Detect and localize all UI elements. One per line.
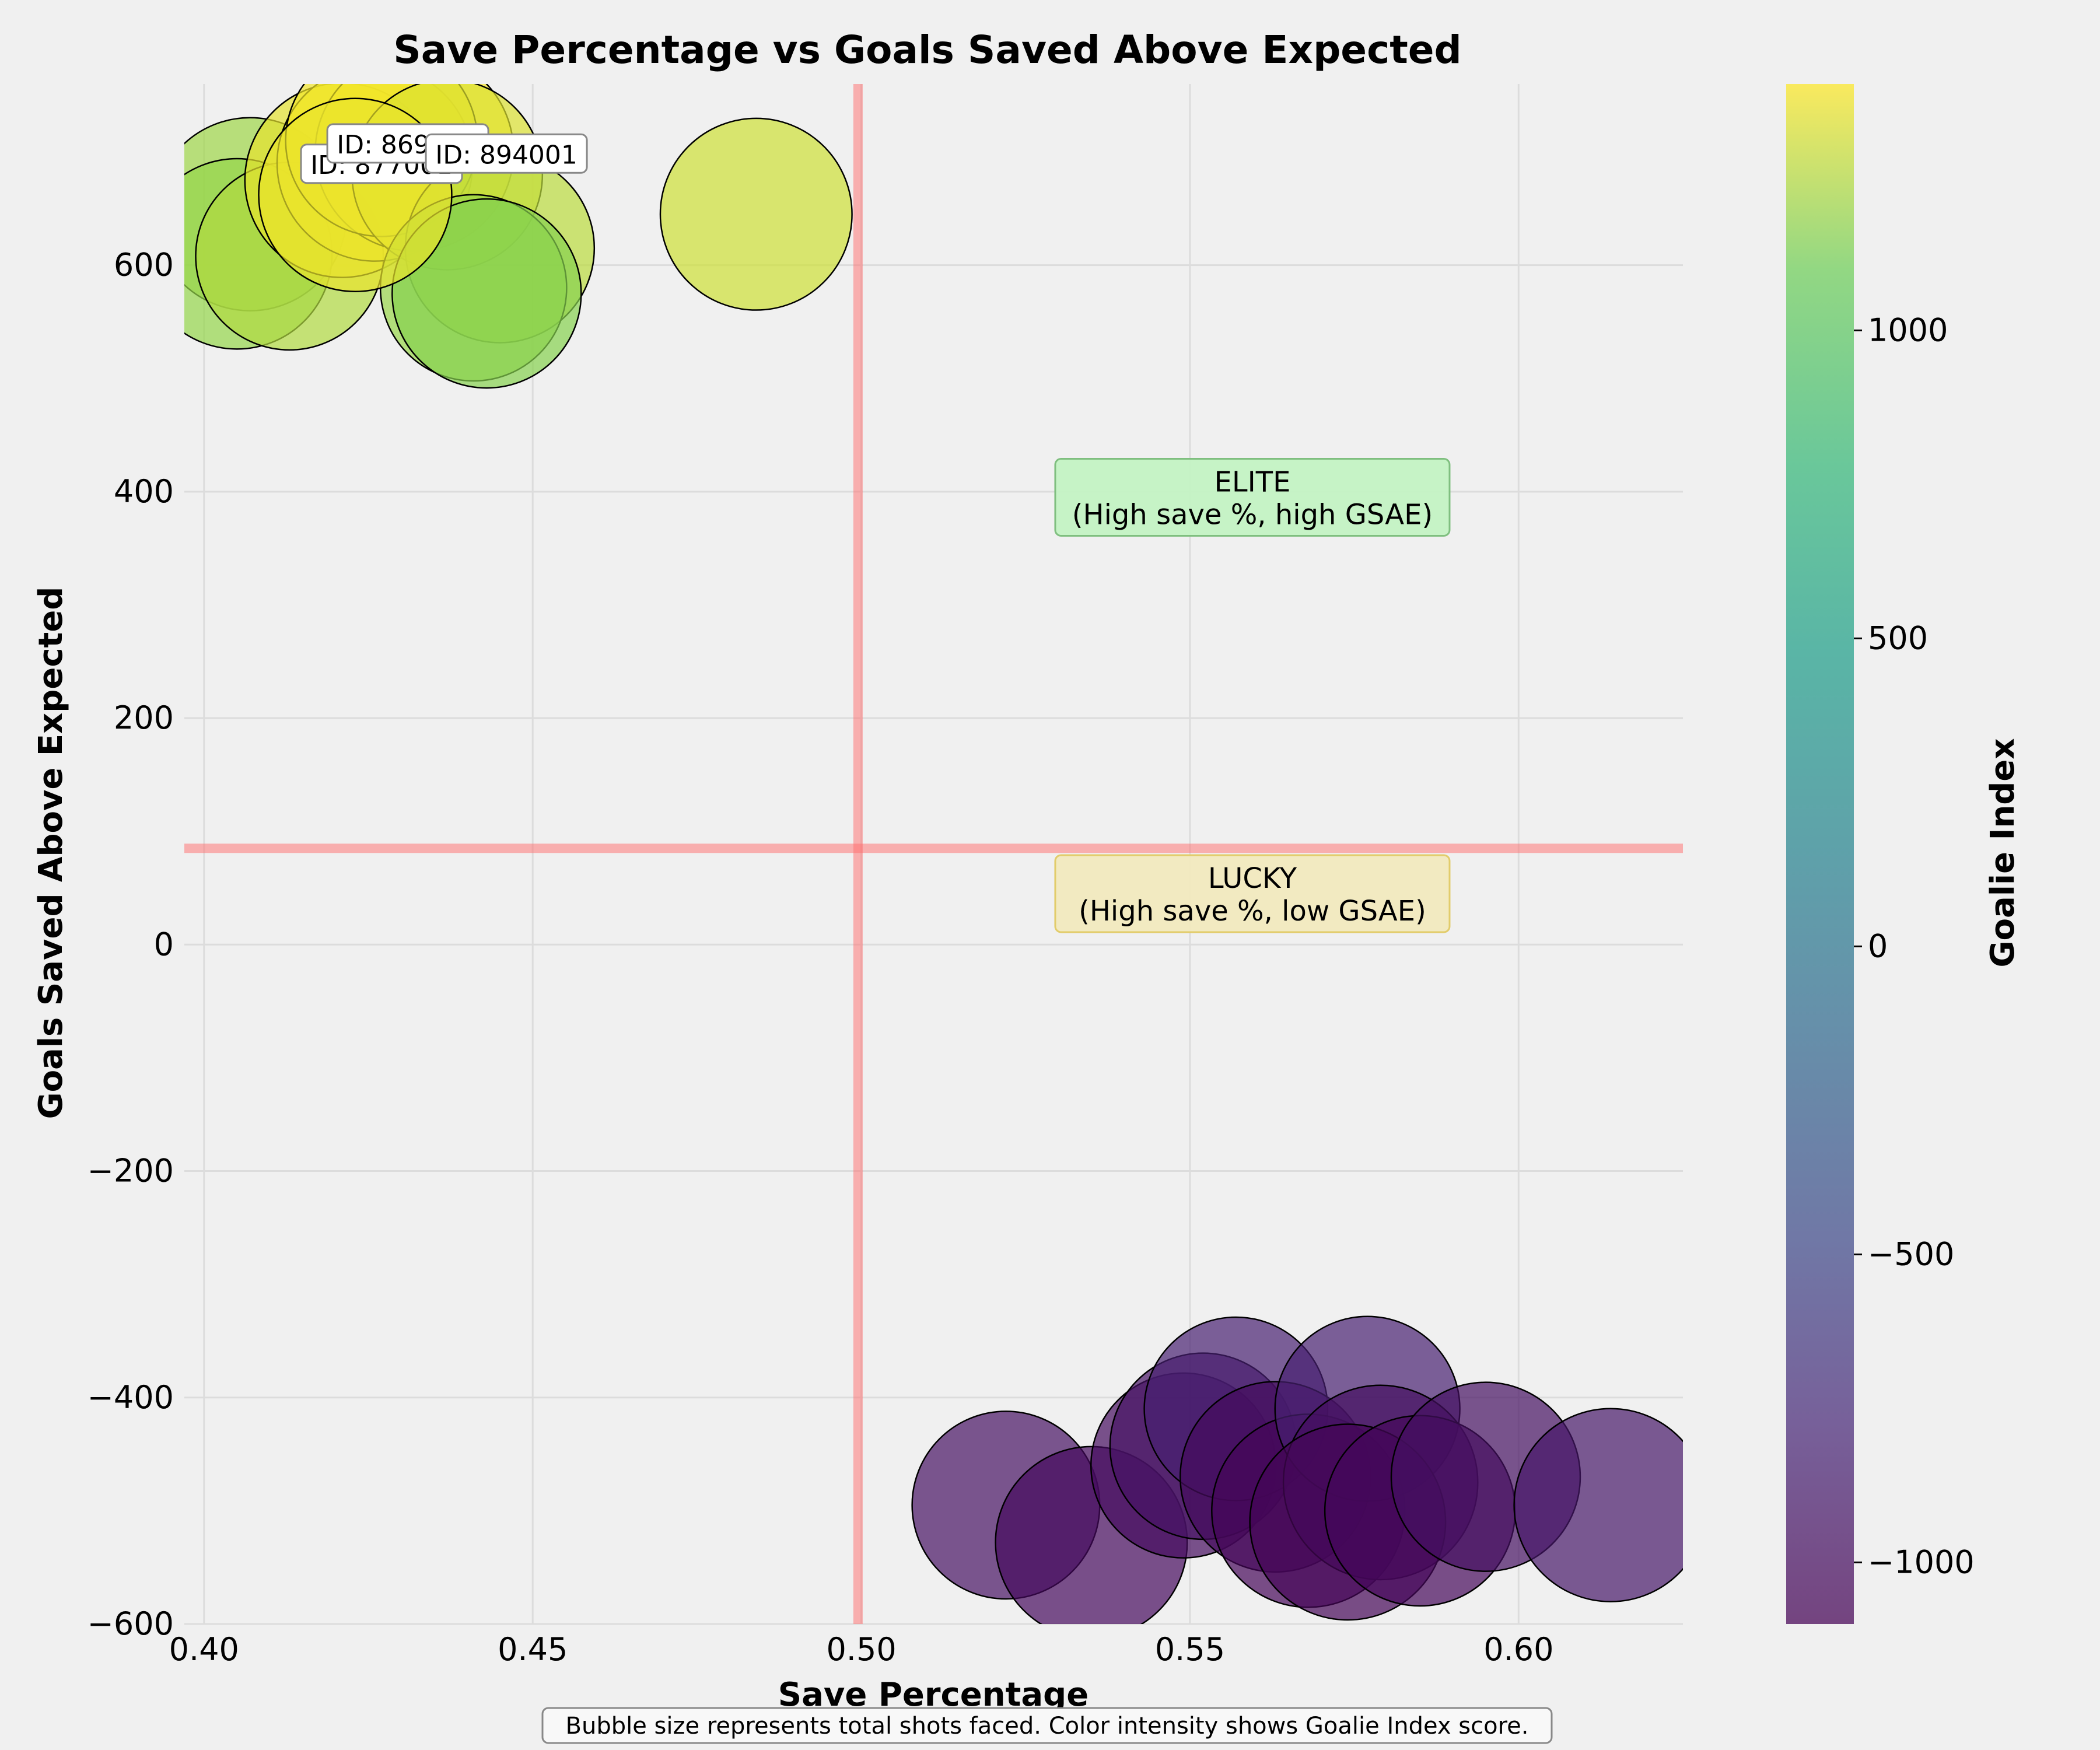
quadrant-label-box [1054, 854, 1451, 933]
colorbar-gradient [1786, 84, 1854, 1624]
colorbar [1786, 84, 1854, 1624]
y-tick-label: 0 [154, 926, 174, 963]
caption-box [541, 1707, 1553, 1744]
y-axis-title: Goals Saved Above Expected [32, 587, 70, 1119]
colorbar-tick-label: −1000 [1868, 1544, 1975, 1580]
id-label-text: ID: 894001 [435, 140, 578, 170]
chart-title: Save Percentage vs Goals Saved Above Exp… [393, 27, 1462, 72]
x-tick-label: 0.40 [169, 1631, 239, 1668]
x-tick-label: 0.55 [1155, 1631, 1225, 1668]
y-axis-ticks: −600 −400 −200 0 200 400 600 [88, 247, 174, 1642]
y-tick-label: 600 [114, 247, 174, 284]
bubble-point [1513, 1408, 1683, 1602]
id-label-box [425, 133, 588, 174]
quadrant-label-box [1054, 458, 1451, 537]
colorbar-tick-label: 500 [1868, 620, 1928, 656]
bubble-point [391, 198, 582, 389]
y-tick-label: 200 [114, 699, 174, 736]
y-tick-label: 400 [114, 473, 174, 510]
bubbles [184, 84, 1683, 1624]
colorbar-title: Goalie Index [1984, 738, 2022, 968]
quadrant-label-text: (High save %, low GSAE) [1079, 895, 1426, 928]
colorbar-tick-label: 0 [1868, 928, 1888, 964]
colorbar-tick-label: −500 [1868, 1236, 1954, 1272]
x-axis-ticks: 0.40 0.45 0.50 0.55 0.60 [169, 1631, 1554, 1668]
colorbar-ticks: 1000 500 0 −500 −1000 [1854, 312, 1975, 1580]
x-tick-label: 0.60 [1483, 1631, 1553, 1668]
y-tick-label: −400 [88, 1379, 174, 1416]
y-tick-label: −200 [88, 1153, 174, 1189]
bubble-point [659, 117, 853, 311]
x-tick-label: 0.50 [826, 1631, 896, 1668]
quadrant-labels: ELITE(High save %, high GSAE) LUCKY(High … [1054, 458, 1451, 933]
caption-text: Bubble size represents total shots faced… [566, 1713, 1529, 1740]
caption: Bubble size represents total shots faced… [541, 1707, 1553, 1744]
x-tick-label: 0.45 [498, 1631, 568, 1668]
reference-lines [184, 84, 1683, 1624]
quadrant-label-text: LUCKY [1208, 862, 1297, 895]
colorbar-tick-label: 1000 [1868, 312, 1948, 348]
quadrant-label-text: (High save %, high GSAE) [1072, 499, 1433, 531]
quadrant-label-text: ELITE [1214, 466, 1291, 499]
y-tick-label: −600 [88, 1605, 174, 1642]
